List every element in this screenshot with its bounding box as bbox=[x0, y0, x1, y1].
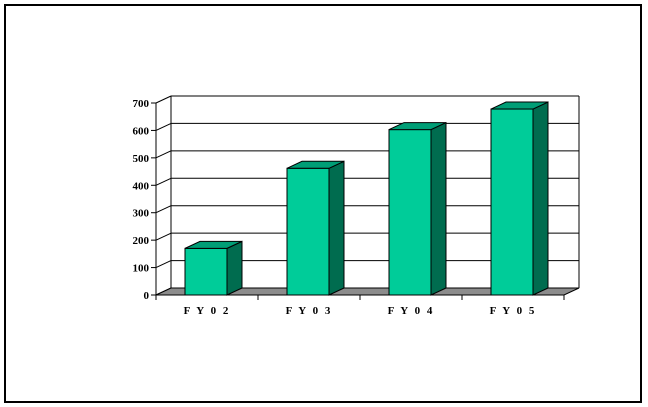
side-wall-gridline bbox=[155, 122, 172, 131]
bar-fy02 bbox=[184, 240, 243, 296]
bar-top bbox=[184, 240, 243, 249]
x-tick-label: F Y 0 3 bbox=[286, 305, 333, 317]
side-wall-gridline bbox=[155, 205, 172, 214]
bar-front bbox=[184, 247, 228, 296]
side-wall-gridline bbox=[155, 232, 172, 241]
y-tick-label: 400 bbox=[133, 180, 150, 192]
labels: 0 100 200 300 400 500 600 700 F Y 0 2 F Y 0 3 F Y … bbox=[133, 98, 537, 317]
bar-side bbox=[430, 121, 447, 296]
bar-front bbox=[388, 129, 432, 296]
y-tick-label: 300 bbox=[133, 208, 150, 220]
bar-top bbox=[286, 160, 345, 169]
side-wall-gridline bbox=[155, 150, 172, 159]
x-tick-label: F Y 0 4 bbox=[388, 305, 435, 317]
y-tick-label: 200 bbox=[133, 235, 150, 247]
y-tick-label: 0 bbox=[144, 290, 150, 302]
bar-front bbox=[490, 108, 534, 296]
x-tick-label: F Y 0 2 bbox=[184, 305, 231, 317]
bar-side bbox=[226, 240, 243, 296]
y-tick-label: 100 bbox=[133, 263, 150, 275]
y-tick-label: 500 bbox=[133, 153, 150, 165]
side-wall-gridline bbox=[155, 95, 172, 104]
bars bbox=[184, 101, 549, 296]
bar-fy03 bbox=[286, 160, 345, 296]
bar-fy05 bbox=[490, 101, 549, 296]
y-tick-label: 600 bbox=[133, 125, 150, 137]
bar-front bbox=[286, 167, 330, 296]
y-tick-label: 700 bbox=[133, 98, 150, 110]
x-tick-label: F Y 0 5 bbox=[490, 305, 537, 317]
side-wall-gridline bbox=[155, 177, 172, 186]
bar-top bbox=[490, 101, 549, 110]
bar-side bbox=[328, 160, 345, 296]
bar-fy04 bbox=[388, 121, 447, 296]
bar-top bbox=[388, 122, 447, 131]
side-wall-gridline bbox=[155, 260, 172, 269]
bar-side bbox=[532, 101, 549, 296]
